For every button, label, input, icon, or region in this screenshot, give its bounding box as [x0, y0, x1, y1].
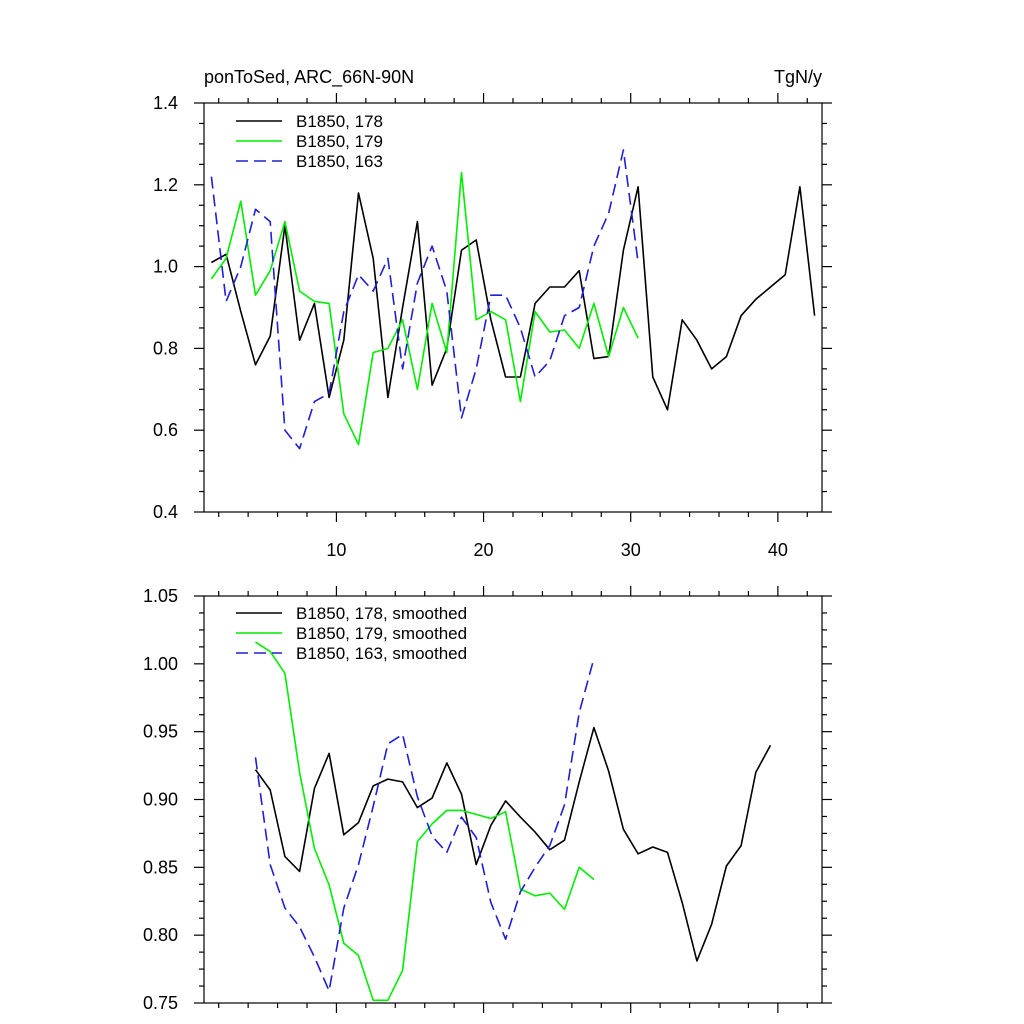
y-tick-label: 1.2 [153, 175, 178, 195]
units-label: TgN/y [774, 67, 822, 87]
legend-label: B1850, 178 [296, 112, 383, 131]
x-tick-label: 20 [474, 540, 494, 560]
y-tick-label: 0.75 [143, 993, 178, 1013]
y-tick-label: 0.8 [153, 338, 178, 358]
y-tick-label: 0.6 [153, 420, 178, 440]
chart-title: ponToSed, ARC_66N-90N [204, 67, 414, 88]
y-tick-label: 0.4 [153, 502, 178, 522]
y-tick-label: 1.4 [153, 93, 178, 113]
legend-label: B1850, 163, smoothed [296, 644, 467, 663]
y-tick-label: 1.05 [143, 586, 178, 606]
series-line-1 [211, 186, 816, 411]
legend-label: B1850, 179 [296, 132, 383, 151]
x-tick-label: 40 [768, 540, 788, 560]
series-line-3 [210, 149, 639, 450]
series-line-3 [254, 658, 595, 992]
legend-label: B1850, 163 [296, 152, 383, 171]
series-line-2 [255, 641, 595, 1002]
y-tick-label: 0.85 [143, 857, 178, 877]
legend-label: B1850, 179, smoothed [296, 624, 467, 643]
series-line-2 [210, 171, 639, 446]
y-tick-label: 0.80 [143, 925, 178, 945]
y-tick-label: 1.00 [143, 654, 178, 674]
chart-panel-bottom: 0.75 0.80 0.85 0.90 0.95 1.00 1.05 B1850, 178, … [143, 586, 832, 1013]
legend-label: B1850, 178, smoothed [296, 604, 467, 623]
series-line-1 [254, 726, 772, 962]
x-tick-label: 30 [621, 540, 641, 560]
y-tick-label: 0.95 [143, 722, 178, 742]
x-tick-label: 10 [326, 540, 346, 560]
y-tick-label: 0.90 [143, 790, 178, 810]
y-tick-label: 1.0 [153, 257, 178, 277]
